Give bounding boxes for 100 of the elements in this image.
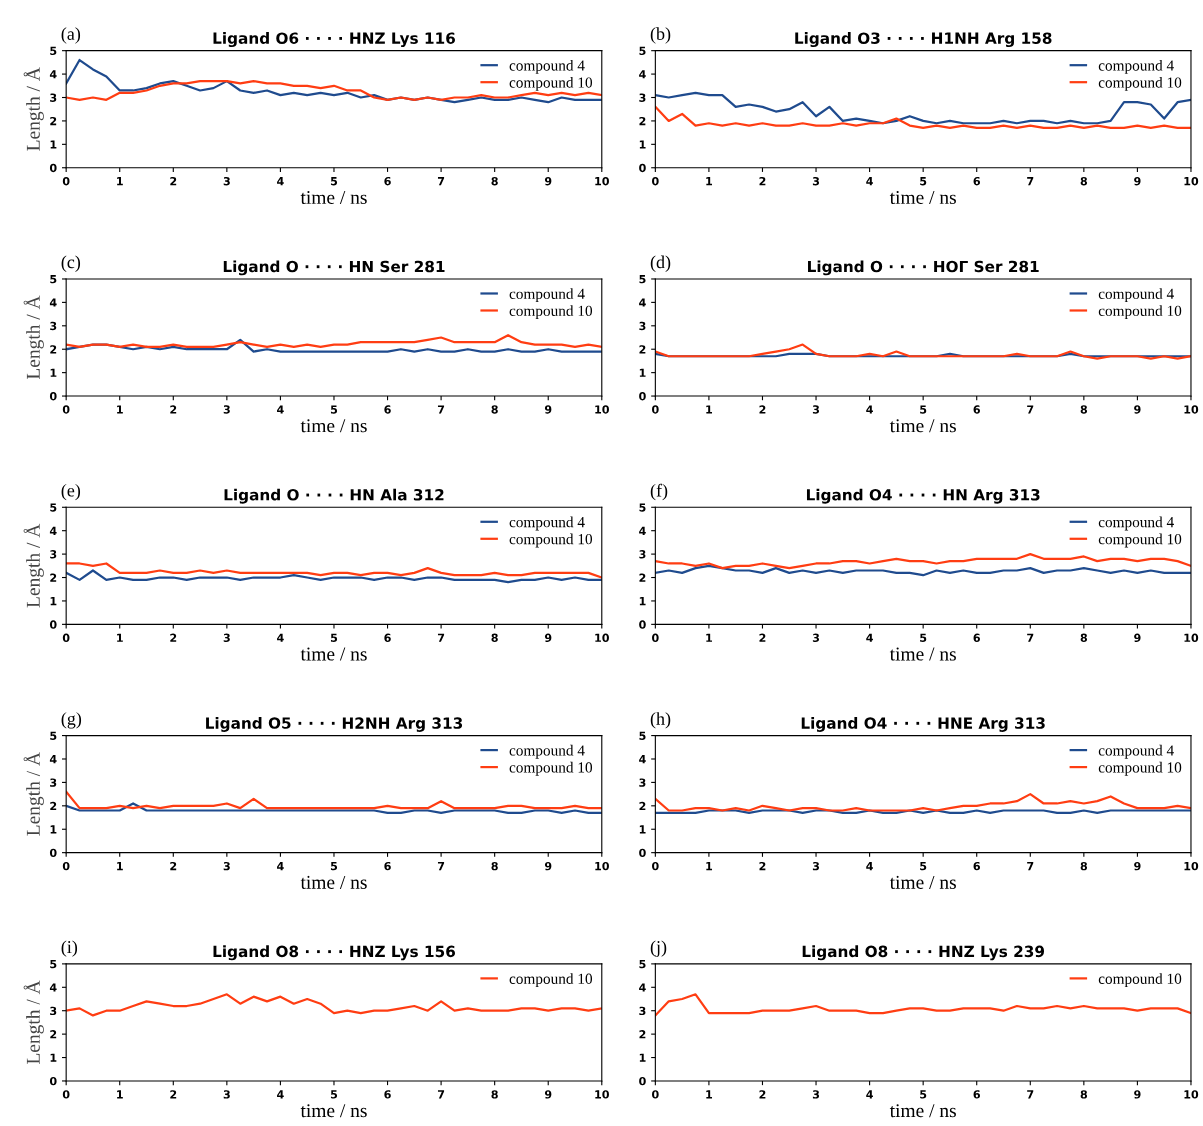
line-series: [655, 553, 1191, 570]
y-tick-label: 5: [639, 731, 646, 740]
legend-label: compound 10: [509, 76, 593, 91]
x-tick-label: 3: [812, 1090, 820, 1099]
x-tick-label: 4: [277, 1090, 284, 1099]
y-tick-label: 5: [50, 960, 57, 969]
x-tick-label: 9: [1134, 861, 1141, 871]
x-tick-label: 3: [223, 1090, 230, 1099]
legend-label: compound 10: [509, 761, 593, 776]
x-tick-label: 8: [491, 176, 498, 186]
x-tick-label: 1: [117, 862, 123, 871]
x-tick-label: 4: [277, 633, 284, 642]
y-tick-label: 5: [639, 960, 646, 969]
x-tick-label: 7: [437, 405, 445, 414]
x-tick-label: 6: [973, 176, 980, 186]
y-tick-label: 1: [639, 1053, 646, 1062]
x-tick-label: 9: [1134, 633, 1141, 642]
x-tick-label: 5: [920, 633, 927, 642]
x-tick-label: 10: [1184, 405, 1199, 414]
text: (g): [61, 712, 82, 729]
legend-label: compound 10: [1098, 973, 1182, 987]
line-series: [66, 338, 602, 353]
x-tick-label: 1: [706, 1090, 713, 1099]
x-tick-label: 1: [117, 177, 123, 186]
x-tick-label: 3: [812, 176, 820, 186]
line-series: [655, 343, 1191, 360]
y-tick-label: 3: [50, 778, 57, 787]
line-series: [66, 802, 602, 814]
legend-label: compound 10: [509, 973, 593, 987]
y-tick-label: 0: [49, 1076, 57, 1086]
y-tick-label: 5: [50, 275, 57, 284]
x-tick-label: 9: [1134, 176, 1141, 186]
x-tick-label: 7: [437, 633, 445, 642]
x-tick-label: 10: [595, 1090, 609, 1099]
x-tick-label: 5: [330, 177, 338, 186]
y-tick-label: 2: [50, 345, 57, 354]
text: (f): [650, 483, 668, 501]
x-tick-label: 7: [437, 177, 445, 186]
x-tick-label: 9: [544, 1090, 552, 1099]
x-tick-label: 10: [595, 633, 609, 642]
chart-title: Ligand O6 · · · · HNZ Lys 116: [213, 32, 456, 48]
chart-title: Ligand O · · · · HN Ser 281: [223, 260, 445, 276]
x-tick-label: 8: [491, 861, 498, 871]
x-tick-label: 8: [1080, 861, 1088, 871]
x-tick-label: 9: [1134, 405, 1141, 414]
x-tick-label: 5: [330, 862, 338, 871]
y-tick-label: 5: [50, 731, 57, 740]
y-tick-label: 5: [50, 503, 57, 512]
x-tick-label: 3: [812, 405, 820, 414]
text: (h): [650, 712, 671, 729]
x-tick-label: 3: [223, 633, 230, 642]
y-tick-label: 4: [639, 70, 646, 79]
x-tick-label: 10: [1184, 176, 1199, 186]
x-tick-label: 4: [866, 862, 873, 871]
y-tick-label: 2: [639, 573, 646, 582]
y-tick-label: 1: [639, 140, 646, 149]
x-tick-label: 2: [759, 1090, 766, 1099]
y-tick-label: 0: [49, 163, 57, 173]
x-tick-label: 8: [491, 633, 498, 642]
y-tick-label: 3: [50, 550, 57, 559]
chart-title: Ligand O4 · · · · HNE Arg 313: [801, 717, 1045, 732]
x-tick-label: 3: [223, 176, 230, 186]
text: (d): [650, 255, 671, 272]
x-tick-label: 0: [652, 176, 659, 186]
y-tick-label: 1: [50, 140, 57, 149]
x-tick-label: 1: [706, 633, 713, 642]
x-tick-label: 10: [1184, 1090, 1199, 1099]
x-tick-label: 6: [384, 405, 391, 414]
legend-label: compound 10: [1098, 533, 1182, 548]
x-tick-label: 4: [277, 405, 284, 414]
x-tick-label: 3: [812, 633, 820, 642]
y-tick-label: 3: [50, 93, 57, 102]
x-tick-label: 2: [170, 1090, 177, 1099]
y-tick-label: 0: [639, 848, 646, 858]
x-tick-label: 0: [62, 1090, 70, 1099]
x-axis-title: time / ns: [889, 647, 956, 661]
x-tick-label: 8: [1080, 1090, 1088, 1099]
y-tick-label: 1: [50, 597, 57, 606]
x-tick-label: 5: [920, 405, 927, 414]
x-tick-label: 1: [117, 405, 123, 414]
x-tick-label: 10: [1184, 861, 1199, 871]
y-tick-label: 1: [639, 368, 646, 377]
y-tick-label: 2: [50, 1030, 57, 1039]
y-tick-label: 0: [639, 1076, 646, 1086]
x-tick-label: 4: [866, 405, 873, 414]
x-tick-label: 2: [759, 633, 766, 642]
x-tick-label: 0: [62, 861, 70, 871]
text: (b): [650, 27, 671, 44]
y-axis-title: Length / Å: [23, 523, 44, 608]
legend-label: compound 4: [1098, 59, 1174, 74]
y-tick-label: 3: [50, 321, 57, 331]
x-tick-label: 9: [544, 633, 552, 642]
x-tick-label: 2: [759, 405, 766, 414]
text: (c): [61, 255, 81, 272]
y-tick-label: 4: [49, 70, 57, 79]
y-tick-label: 5: [50, 46, 57, 56]
x-tick-label: 2: [170, 861, 177, 871]
y-tick-label: 4: [639, 983, 646, 992]
x-tick-label: 7: [1027, 862, 1034, 871]
x-tick-label: 6: [973, 861, 980, 871]
